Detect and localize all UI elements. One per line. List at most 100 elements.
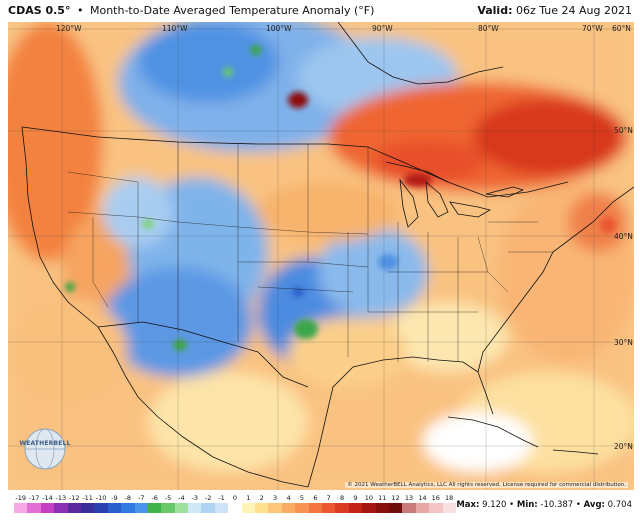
legend-tick-label: 13 bbox=[404, 494, 414, 502]
lon-label-70w: 70°W bbox=[582, 24, 603, 33]
legend-tick-label: -12 bbox=[68, 494, 80, 502]
legend-tick-label: -6 bbox=[151, 494, 158, 502]
separator: • bbox=[76, 4, 84, 17]
logo-text: WEATHERBELL bbox=[19, 440, 71, 447]
legend-color-swatch bbox=[107, 503, 122, 513]
stats-readout: Max: 9.120 • Min: -10.387 • Avg: 0.704 bbox=[456, 500, 632, 510]
legend-color-swatch bbox=[388, 503, 403, 513]
legend-tick-label: 16 bbox=[431, 494, 440, 502]
legend-color-swatch bbox=[321, 503, 336, 513]
lat-label-60n: 60°N bbox=[612, 24, 631, 33]
legend-color-swatch bbox=[362, 503, 376, 513]
legend-tick-label: 9 bbox=[353, 494, 358, 502]
legend-color-swatch bbox=[442, 503, 456, 513]
legend-tick-label: 18 bbox=[445, 494, 454, 502]
legend-color-swatch bbox=[308, 503, 322, 513]
anomaly-field bbox=[8, 22, 634, 490]
valid-time: Valid: 06z Tue 24 Aug 2021 bbox=[477, 0, 632, 22]
legend-tick-label: 12 bbox=[391, 494, 400, 502]
max-value: 9.120 bbox=[482, 500, 507, 510]
state-lines bbox=[67, 142, 553, 362]
legend-color-swatch bbox=[335, 503, 349, 513]
legend-color-swatch bbox=[255, 503, 269, 513]
legend-color-swatch bbox=[54, 503, 68, 513]
legend-tick-label: 10 bbox=[364, 494, 373, 502]
lon-label-100w: 100°W bbox=[266, 24, 292, 33]
legend-color-swatch bbox=[429, 503, 443, 513]
legend-color-swatch bbox=[147, 503, 162, 513]
color-legend: -19 -17 -14 -13 -12 -11 -10 -9 -8 -7 -6 -5 -4 -3 -2 -1 0… bbox=[14, 493, 456, 521]
title-group: CDAS 0.5° • Month-to-Date Averaged Tempe… bbox=[8, 0, 374, 22]
legend-tick-label: 7 bbox=[326, 494, 331, 502]
lon-label-120w: 120°W bbox=[56, 24, 82, 33]
legend-tick-label: -19 bbox=[15, 494, 26, 502]
legend-tick-label: 8 bbox=[340, 494, 345, 502]
anomaly-map[interactable]: 120°W 110°W 100°W 90°W 80°W 70°W 60°N 50… bbox=[8, 22, 634, 490]
legend-color-swatch bbox=[80, 503, 95, 513]
lon-label-110w: 110°W bbox=[162, 24, 188, 33]
legend-tick-label: -8 bbox=[124, 494, 132, 502]
legend-color-swatch bbox=[161, 503, 175, 513]
legend-color-swatch bbox=[67, 503, 81, 513]
legend-color-swatch bbox=[14, 503, 28, 513]
legend-tick-label: 3 bbox=[273, 494, 278, 502]
weatherbell-logo: WEATHERBELL bbox=[14, 426, 76, 472]
legend-tick-label: -5 bbox=[164, 494, 172, 502]
legend-tick-label: -10 bbox=[95, 494, 107, 502]
product-name: CDAS 0.5° bbox=[8, 4, 71, 17]
anomaly-features bbox=[65, 45, 616, 351]
lat-label-30n: 30°N bbox=[614, 338, 633, 347]
valid-value: 06z Tue 24 Aug 2021 bbox=[515, 4, 632, 17]
legend-color-swatch bbox=[94, 503, 108, 513]
valid-label: Valid: bbox=[477, 4, 513, 17]
legend-color-swatch bbox=[228, 503, 242, 513]
legend-tick-label: -14 bbox=[42, 494, 53, 502]
legend-tick-label: 14 bbox=[418, 494, 427, 502]
legend-color-swatch bbox=[241, 503, 256, 513]
min-label: Min: bbox=[516, 500, 538, 510]
legend-color-swatch bbox=[188, 503, 202, 513]
lon-label-90w: 90°W bbox=[372, 24, 393, 33]
min-value: -10.387 bbox=[540, 500, 574, 510]
legend-tick-label: -3 bbox=[191, 494, 199, 502]
legend-color-swatch bbox=[174, 503, 189, 513]
lat-label-40n: 40°N bbox=[614, 232, 633, 241]
legend-tick-label: -2 bbox=[204, 494, 212, 502]
legend-tick-label: 4 bbox=[286, 494, 291, 502]
legend-tick-label: -7 bbox=[137, 494, 145, 502]
avg-value: 0.704 bbox=[607, 500, 632, 510]
legend-color-swatch bbox=[281, 503, 296, 513]
legend-color-swatch bbox=[27, 503, 41, 513]
legend-tick-label: 2 bbox=[259, 494, 264, 502]
legend-ticks: -19 -17 -14 -13 -12 -11 -10 -9 -8 -7 -6 -5 -4 -3 -2 -1 0… bbox=[14, 493, 456, 503]
copyright-notice: © 2021 WeatherBELL Analytics, LLC All ri… bbox=[345, 482, 628, 488]
legend-tick-label: 1 bbox=[246, 494, 251, 502]
legend-color-swatch bbox=[40, 503, 55, 513]
legend-tick-label: -17 bbox=[28, 494, 40, 502]
legend-color-swatch bbox=[134, 503, 148, 513]
legend-color-swatch bbox=[415, 503, 430, 513]
legend-tick-label: 5 bbox=[299, 494, 304, 502]
lat-label-20n: 20°N bbox=[614, 442, 633, 451]
legend-color-swatch bbox=[121, 503, 135, 513]
legend-tick-label: -9 bbox=[111, 494, 118, 502]
legend-color-swatch bbox=[375, 503, 389, 513]
lon-label-80w: 80°W bbox=[478, 24, 499, 33]
legend-color-swatch bbox=[201, 503, 215, 513]
max-label: Max: bbox=[456, 500, 480, 510]
legend-color-swatch bbox=[402, 503, 416, 513]
graticule bbox=[8, 22, 634, 490]
avg-label: Avg: bbox=[583, 500, 605, 510]
legend-tick-label: -11 bbox=[82, 494, 93, 502]
header: CDAS 0.5° • Month-to-Date Averaged Tempe… bbox=[0, 0, 640, 22]
legend-tick-label: -4 bbox=[178, 494, 185, 502]
legend-color-swatch bbox=[214, 503, 229, 513]
legend-color-swatch bbox=[295, 503, 309, 513]
legend-tick-label: -13 bbox=[55, 494, 67, 502]
legend-tick-label: 11 bbox=[378, 494, 387, 502]
lat-label-50n: 50°N bbox=[614, 126, 633, 135]
legend-color-swatch bbox=[348, 503, 363, 513]
globe-icon bbox=[24, 428, 66, 470]
legend-tick-label: 0 bbox=[232, 494, 238, 502]
legend-color-swatch bbox=[268, 503, 282, 513]
